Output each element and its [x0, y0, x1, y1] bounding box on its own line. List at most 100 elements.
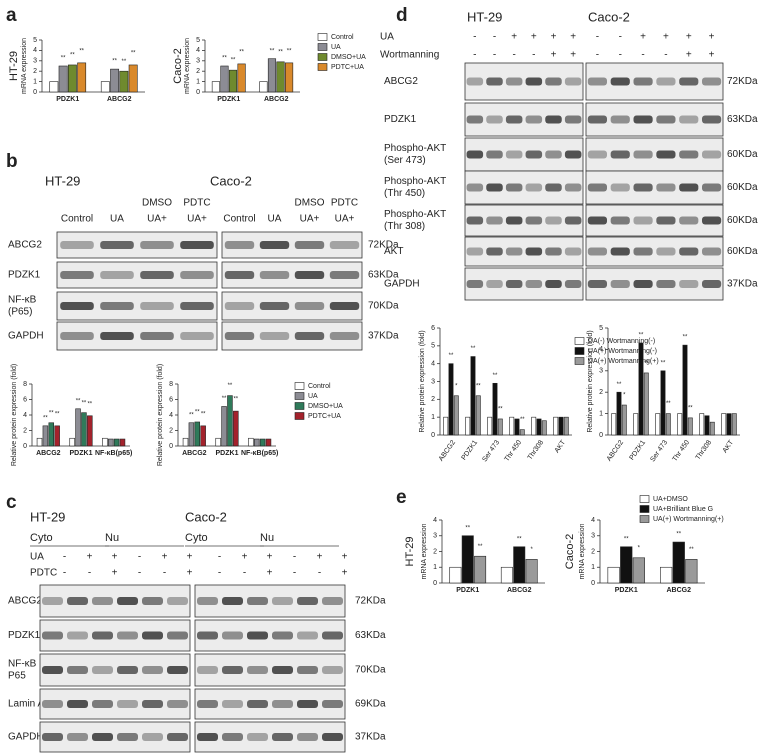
band [180, 302, 214, 310]
significance: * [455, 383, 458, 389]
y-tick-label: 2 [23, 427, 27, 434]
cell-line-title: Caco-2 [588, 9, 630, 24]
condition-mark: - [318, 568, 321, 579]
protein-label: AKT [384, 246, 403, 257]
blot-frame [464, 137, 584, 172]
blot-frame [39, 688, 191, 720]
significance: ** [189, 412, 194, 418]
band [224, 241, 255, 249]
band [140, 271, 174, 279]
significance: ** [478, 544, 483, 550]
legend-label: UA [308, 393, 318, 400]
significance: ** [122, 59, 127, 65]
band [610, 150, 630, 159]
band [142, 666, 163, 674]
y-tick-label: 2 [431, 396, 435, 403]
significance: ** [287, 48, 292, 54]
band [466, 216, 484, 225]
blot-frame [585, 204, 724, 237]
band [525, 77, 543, 86]
significance: ** [55, 411, 60, 417]
significance: ** [683, 335, 688, 341]
panel-letter: d [396, 5, 408, 26]
band [222, 666, 243, 674]
significance: ** [87, 401, 92, 407]
band [42, 733, 63, 741]
bar [497, 418, 503, 436]
x-tick-label: PDZK1 [70, 450, 93, 457]
lane-label: UA [110, 214, 124, 225]
protein-label: PDZK1 [8, 270, 41, 281]
blot-frame [194, 688, 346, 720]
band [322, 666, 343, 674]
x-tick-label: ABCG2 [606, 439, 625, 463]
band [679, 115, 699, 124]
panel-letter: b [6, 151, 18, 172]
lane-label: DMSO [295, 198, 325, 209]
y-tick-label: 0 [591, 580, 595, 587]
band [60, 302, 94, 310]
bar [665, 413, 671, 436]
condition-mark: + [511, 32, 517, 43]
blot-frame [39, 584, 191, 618]
condition-mark: - [293, 552, 296, 563]
band [610, 247, 630, 256]
condition-mark: - [493, 50, 496, 61]
band [247, 666, 268, 674]
bar [655, 413, 661, 436]
significance: ** [82, 400, 87, 406]
bar [616, 391, 622, 436]
panel-letter: e [396, 487, 407, 508]
size-label: 72KDa [355, 596, 386, 607]
condition-mark: + [267, 552, 273, 563]
condition-mark: + [242, 552, 248, 563]
band [60, 271, 94, 279]
significance: ** [239, 49, 244, 55]
band [222, 631, 243, 640]
legend-label: DMSO+UA [331, 54, 366, 61]
legend-label: Control [331, 34, 354, 41]
band [701, 183, 722, 192]
band [197, 733, 218, 741]
significance: ** [231, 58, 236, 64]
band [701, 247, 722, 256]
band [272, 700, 293, 708]
fraction-label: Cyto [30, 532, 53, 544]
band [679, 216, 699, 225]
band [656, 183, 676, 192]
protein-label: GAPDH [8, 331, 44, 342]
band [633, 247, 653, 256]
bar [470, 356, 476, 436]
band [67, 733, 88, 741]
band [505, 216, 523, 225]
band [42, 597, 63, 605]
band [329, 241, 360, 249]
lane-label: DMSO [142, 198, 172, 209]
band [701, 216, 722, 225]
size-label: 70KDa [355, 665, 386, 676]
y-tick-label: 4 [431, 361, 435, 368]
band [167, 733, 188, 741]
condition-mark: - [63, 568, 66, 579]
y-tick-label: 0 [33, 89, 37, 96]
condition-mark: + [162, 552, 168, 563]
bar [265, 438, 272, 447]
band [272, 666, 293, 674]
bar [267, 58, 277, 93]
significance: ** [520, 417, 525, 423]
y-tick-label: 4 [599, 346, 603, 353]
bar [709, 421, 715, 436]
bar [461, 535, 474, 584]
blot-frame [585, 267, 724, 301]
band [633, 216, 653, 225]
size-label: 63KDa [368, 270, 399, 281]
bar [607, 566, 620, 584]
band [197, 631, 218, 640]
protein-label: PDZK1 [8, 630, 41, 641]
significance: ** [195, 410, 200, 416]
band [701, 150, 722, 159]
blot-frame [194, 619, 346, 652]
y-tick-label: 1 [599, 410, 603, 417]
band [222, 733, 243, 741]
band [587, 280, 608, 288]
